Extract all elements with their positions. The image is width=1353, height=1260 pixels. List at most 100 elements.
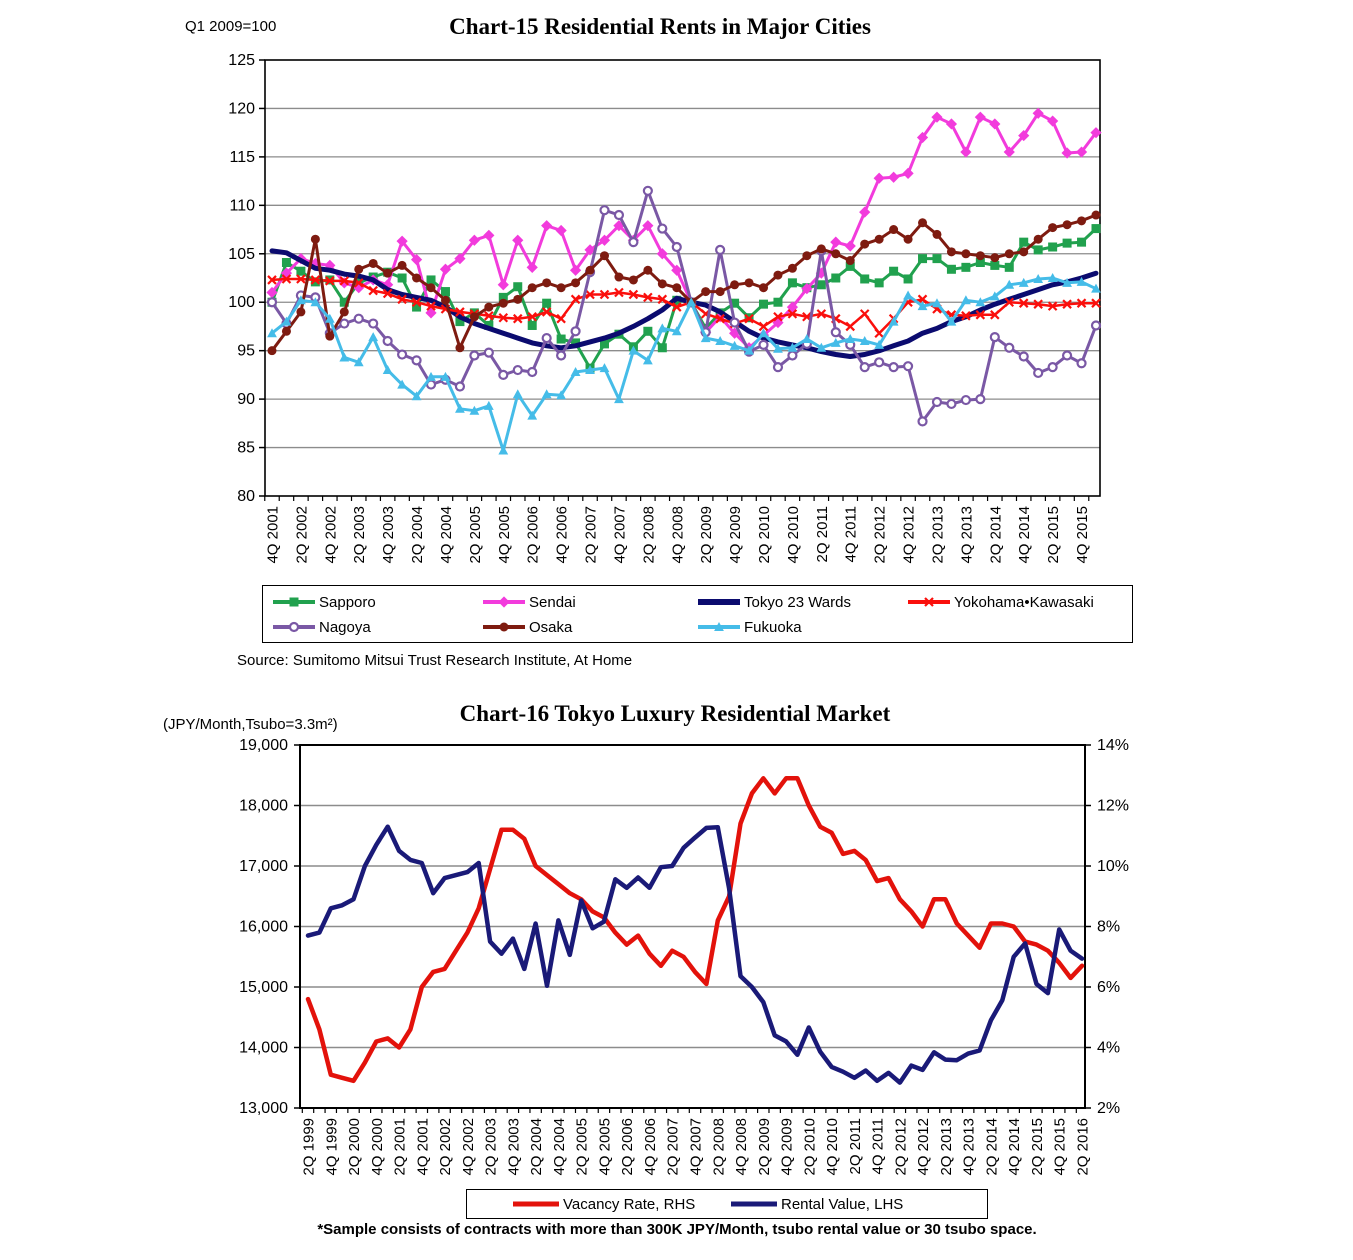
legend-item-nagoya: Nagoya [271,616,371,638]
svg-text:2Q 2013: 2Q 2013 [938,1118,955,1176]
legend-item-osaka: Osaka [481,616,572,638]
svg-text:4Q 2001: 4Q 2001 [414,1118,431,1176]
svg-text:2Q 2003: 2Q 2003 [351,506,368,564]
svg-text:2Q 2007: 2Q 2007 [665,1118,682,1176]
x-axis-labels: 2Q 1999 4Q 1999 2Q 2000 4Q 2000 2Q 2001 4Q 20… [301,1118,1092,1176]
svg-text:4Q 2008: 4Q 2008 [733,1118,750,1176]
svg-text:2Q 2005: 2Q 2005 [467,506,484,564]
svg-text:2Q 2014: 2Q 2014 [987,506,1004,564]
legend-label: Tokyo 23 Wards [744,593,851,611]
svg-text:4Q 2015: 4Q 2015 [1074,506,1091,564]
svg-text:2Q 2009: 2Q 2009 [698,506,715,564]
legend-label: Sendai [529,593,576,611]
chart-16-title: Chart-16 Tokyo Luxury Residential Market [459,701,891,726]
chart-16-plot-svg: 19,000 18,000 17,000 16,000 15,000 14,000 13,0… [239,737,1129,1176]
chart-15-title: Chart-15 Residential Rents in Major Citi… [449,14,871,39]
svg-text:100: 100 [228,294,255,311]
legend-swatch [731,1201,777,1207]
legend-item-sendai: Sendai [481,591,576,613]
svg-text:4Q 2015: 4Q 2015 [1052,1118,1069,1176]
series-tokyo-23-wards [269,248,1099,359]
chart-15-plot-svg: 125 120 115 110 105 100 95 90 85 80 4Q 2001 2Q 2002… [228,52,1102,564]
legend-swatch [513,1201,559,1207]
chart-15-legend: Sapporo Sendai Tokyo 23 Wards Yokohama•Kawa… [262,585,1133,643]
svg-text:2Q 2001: 2Q 2001 [392,1118,409,1176]
legend-label: Fukuoka [744,618,802,636]
svg-text:15,000: 15,000 [239,979,288,996]
svg-text:4Q 2007: 4Q 2007 [688,1118,705,1176]
svg-text:4Q 2005: 4Q 2005 [596,1118,613,1176]
svg-text:95: 95 [237,343,255,360]
svg-text:4Q 2009: 4Q 2009 [779,1118,796,1176]
svg-text:90: 90 [237,391,255,408]
legend-item-rental-value-lhs: Rental Value, LHS [729,1193,903,1215]
svg-text:105: 105 [228,246,255,263]
svg-text:2Q 2000: 2Q 2000 [346,1118,363,1176]
svg-text:2Q 2009: 2Q 2009 [756,1118,773,1176]
axis-ticks [259,59,1090,501]
axis-ticks [294,744,1091,1113]
plot-border [264,59,1101,497]
svg-text:4Q 2011: 4Q 2011 [843,506,860,562]
svg-text:4Q 2001: 4Q 2001 [265,506,282,564]
legend-label: Osaka [529,618,573,636]
svg-text:16,000: 16,000 [239,919,288,936]
index-base-note: Q1 2009=100 [185,18,277,35]
legend-label: Rental Value, LHS [781,1195,904,1213]
legend-item-fukuoka: Fukuoka [696,616,802,638]
svg-text:18,000: 18,000 [239,798,288,815]
svg-text:2Q 2011: 2Q 2011 [814,506,831,562]
series-fukuoka [267,273,1101,455]
legend-label: Sapporo [319,593,376,611]
legend-label: Yokohama•Kawasaki [954,593,1094,611]
sample-footnote: *Sample consists of contracts with more … [317,1221,1037,1238]
svg-text:2Q 2014: 2Q 2014 [983,1118,1000,1176]
svg-text:110: 110 [229,197,255,214]
svg-text:4Q 2009: 4Q 2009 [727,506,744,564]
svg-text:2Q 2006: 2Q 2006 [619,1118,636,1176]
svg-text:12%: 12% [1097,798,1129,815]
legend-label: Nagoya [319,618,371,636]
svg-text:115: 115 [229,149,255,166]
svg-text:2Q 2003: 2Q 2003 [483,1118,500,1176]
legend-item-vacancy-rate-rhs: Vacancy Rate, RHS [511,1193,695,1215]
series-vacancy-rate-rhs [305,776,1085,1084]
source-note: Source: Sumitomo Mitsui Trust Research I… [237,652,633,669]
legend-item-yokohama-kawasaki: Yokohama•Kawasaki [906,591,1094,613]
gridlines [300,804,1085,1049]
legend-swatch [698,622,740,631]
svg-text:4Q 1999: 4Q 1999 [323,1118,340,1176]
legend-swatch [483,596,525,608]
right-axis-labels: 14% 12% 10% 8% 6% 4% 2% [1097,737,1129,1117]
svg-text:4Q 2013: 4Q 2013 [958,506,975,564]
svg-text:2Q 2004: 2Q 2004 [409,506,426,564]
svg-text:2Q 2002: 2Q 2002 [293,506,310,564]
legend-label: Vacancy Rate, RHS [563,1195,696,1213]
svg-text:4Q 2004: 4Q 2004 [551,1118,568,1176]
svg-text:4Q 2003: 4Q 2003 [505,1118,522,1176]
x-axis-labels: 4Q 2001 2Q 2002 4Q 2002 2Q 2003 4Q 2003 2Q 20… [265,506,1092,564]
svg-text:4Q 2007: 4Q 2007 [611,506,628,564]
legend-item-sapporo: Sapporo [271,591,376,613]
y-axis-labels: 125 120 115 110 105 100 95 90 85 80 [228,52,255,505]
svg-text:2Q 2012: 2Q 2012 [872,506,889,564]
svg-text:85: 85 [237,440,255,457]
svg-text:80: 80 [237,488,255,505]
svg-text:4Q 2006: 4Q 2006 [642,1118,659,1176]
chart-16-legend: Vacancy Rate, RHS Rental Value, LHS [466,1189,988,1219]
svg-text:2Q 2007: 2Q 2007 [583,506,600,564]
svg-text:4Q 2014: 4Q 2014 [1006,1118,1023,1176]
left-axis-labels: 19,000 18,000 17,000 16,000 15,000 14,000 13,0… [239,737,288,1117]
svg-text:2Q 2013: 2Q 2013 [929,506,946,564]
svg-text:2%: 2% [1097,1100,1120,1117]
legend-swatch [273,621,315,633]
svg-text:4Q 2006: 4Q 2006 [554,506,571,564]
svg-text:4Q 2002: 4Q 2002 [460,1118,477,1176]
svg-text:4%: 4% [1097,1040,1120,1057]
svg-text:2Q 2004: 2Q 2004 [528,1118,545,1176]
svg-text:2Q 2010: 2Q 2010 [801,1118,818,1176]
svg-text:2Q 2006: 2Q 2006 [525,506,542,564]
legend-item-tokyo-23-wards: Tokyo 23 Wards [696,591,851,613]
svg-text:6%: 6% [1097,979,1120,996]
